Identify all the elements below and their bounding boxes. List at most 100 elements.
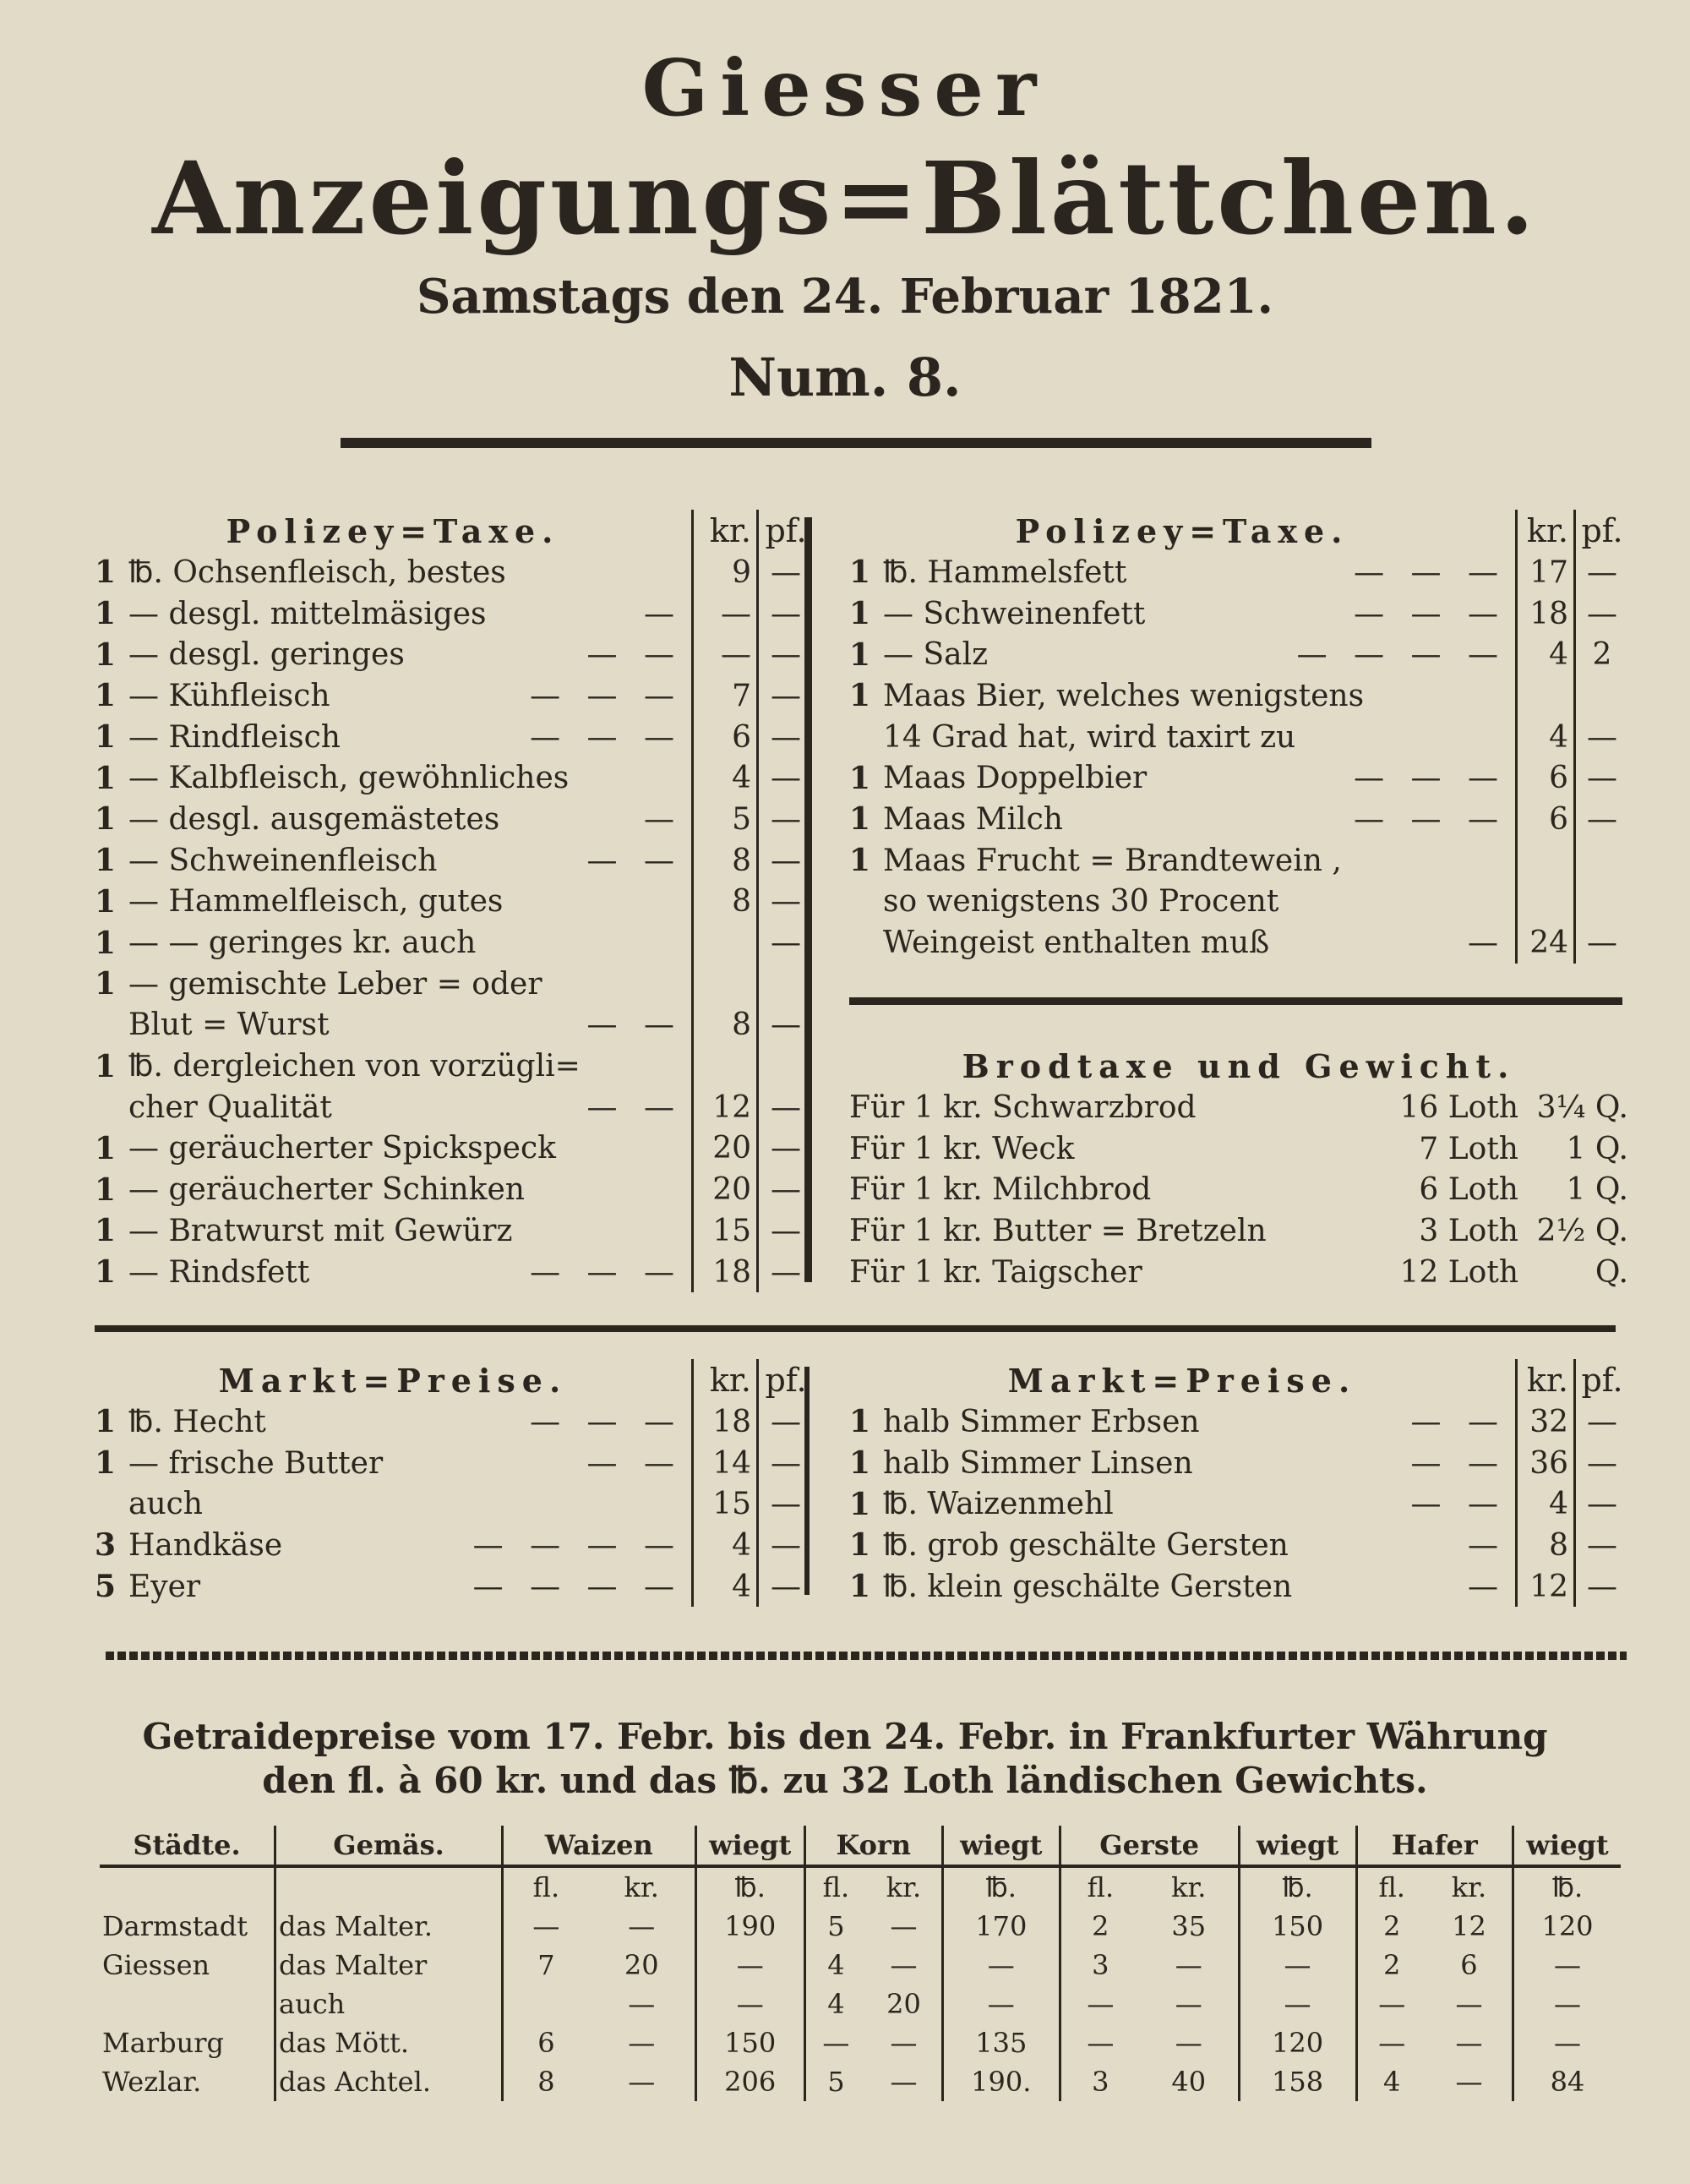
price-kr [1515, 839, 1576, 882]
quantity: 1 [95, 636, 117, 673]
price-kr: 12 [691, 1086, 759, 1128]
filler-dashes: — — — [530, 678, 683, 713]
column-header: Gemäs. [274, 1826, 503, 1868]
table-row: 1 — geräucherter Spickspeck 20 — [95, 1127, 813, 1170]
price-pf: — [771, 1007, 801, 1043]
filler-dashes: — — — [1354, 554, 1507, 590]
bread-weight: 6 Loth [1419, 1172, 1518, 1208]
price-cell: 150 [1237, 1907, 1357, 1946]
item-name: ℔. klein geschälte Gersten [883, 1569, 1293, 1604]
price-pf: — [771, 761, 801, 796]
item-name: ℔. Hammelsfett [883, 554, 1127, 590]
price-kr: 4 [1515, 1483, 1576, 1526]
filler-dashes: — [1468, 1569, 1507, 1604]
city-cell: Marburg [102, 2027, 225, 2059]
section-title: Polizey=Taxe. [1015, 511, 1349, 550]
price-cell: — [628, 1910, 656, 1942]
filler-dashes: — — — — [472, 1527, 683, 1563]
quantity: 1 [849, 1527, 871, 1564]
price-kr: 6 [691, 716, 759, 758]
price-cell: — [803, 2023, 867, 2062]
table-row: Marburg das Mött. 6—150— —135— —120— — — [100, 2023, 1621, 2062]
column-divider [804, 517, 812, 1282]
quantity: 1 [849, 843, 871, 879]
quantity: 5 [95, 1569, 117, 1605]
price-cell: 4 [803, 1946, 867, 1985]
bread-item: Für 1 kr. Schwarzbrod [849, 1089, 1197, 1125]
price-cell: — [1355, 2023, 1426, 2062]
price-kr: 14 [691, 1442, 759, 1484]
table-row: Weingeist enthalten muß —24— [849, 922, 1628, 964]
quantity: 1 [95, 843, 117, 879]
table-header-row: Städte. Gemäs. Waizen wiegt Korn wiegt Gerste w… [100, 1826, 1621, 1868]
filler-dashes: — — [586, 1445, 683, 1481]
price-kr: 32 [1515, 1401, 1576, 1443]
item-name: Maas Milch [883, 801, 1063, 837]
item-name: ℔. Ochsenfleisch, bestes [128, 554, 506, 590]
price-pf: — [771, 843, 801, 878]
price-kr: 4 [1515, 634, 1576, 676]
quantity: 1 [95, 925, 117, 961]
section-title: Polizey=Taxe. [226, 511, 560, 550]
price-cell: — [1512, 2023, 1621, 2062]
price-kr: 17 [1515, 552, 1576, 593]
price-cell: 190. [940, 2062, 1060, 2101]
price-cell: 2 [1355, 1946, 1426, 1985]
filler-dashes: — — — [1354, 596, 1507, 631]
item-name: — Bratwurst mit Gewürz [128, 1213, 513, 1248]
price-cell: 84 [1512, 2062, 1621, 2101]
price-cell: 120 [1237, 2023, 1357, 2062]
item-name: — geräucherter Schinken [128, 1172, 525, 1208]
filler-dashes: — — — [1354, 801, 1507, 837]
item-name: — desgl. geringes [128, 637, 405, 673]
table-row: 1 — Rindsfett — — —18 — [95, 1251, 813, 1293]
price-cell: 2 [1355, 1907, 1426, 1946]
quantity: 1 [849, 636, 871, 673]
pf-header: pf. [1581, 1362, 1623, 1399]
price-pf: — [771, 1089, 801, 1125]
filler-dashes: — — — [1354, 761, 1507, 796]
price-cell: 7 [500, 1946, 589, 1985]
price-cell: 40 [1171, 2066, 1207, 2098]
table-row: 1 Maas Bier, welches wenigstens [849, 675, 1628, 717]
unit-header [100, 1866, 275, 1907]
quantity: 1 [849, 1404, 871, 1440]
unit-header [274, 1866, 503, 1907]
price-cell: 6 [1460, 1949, 1478, 1981]
polizey-taxe-left: Polizey=Taxe. kr. pf. 1 ℔. Ochsenfleisch, be… [95, 510, 813, 1293]
unit-header: fl. [803, 1866, 867, 1907]
unit-header: ℔. [1237, 1866, 1357, 1907]
city-cell [100, 1985, 275, 2023]
section-header: Polizey=Taxe. kr. pf. [95, 510, 813, 552]
table-row: 1 ℔. Waizenmehl — —4 — [849, 1483, 1628, 1526]
city-cell: Giessen [102, 1949, 210, 1981]
city-cell: Darmstadt [102, 1910, 248, 1942]
getraide-heading: Getraidepreise vom 17. Febr. bis den 24.… [142, 1716, 1548, 1757]
price-kr: 18 [691, 1251, 759, 1293]
quantity: 1 [95, 1048, 117, 1084]
table-row: 1 Maas Doppelbier — — —6 — [849, 757, 1628, 800]
price-cell: 20 [886, 1988, 921, 2020]
filler-dashes: — — — [530, 1254, 683, 1290]
unit-header: fl. [1058, 1866, 1140, 1907]
price-cell: — [694, 1985, 805, 2023]
table-row: 1 — Schweinenfleisch — —8 — [95, 839, 813, 882]
table-row: 5 Eyer — — — —4 — [95, 1565, 813, 1608]
price-pf: — [1587, 596, 1617, 631]
section-header: Markt=Preise. kr. pf. [849, 1359, 1628, 1401]
price-pf: — [771, 925, 801, 961]
table-row: Darmstadt das Malter. — —190 5—170 2 35 150 2 12 1… [100, 1907, 1621, 1946]
price-kr: 9 [691, 552, 759, 593]
item-name: — Schweinenfett [883, 596, 1146, 631]
price-kr: — [691, 592, 759, 635]
price-cell: — [628, 1988, 656, 2020]
bread-weight: 16 Loth [1399, 1089, 1518, 1125]
unit-header: kr. [1451, 1871, 1487, 1903]
filler-dashes: — — [586, 1007, 683, 1043]
price-pf: 2 [1592, 637, 1612, 673]
table-row: 1 — frische Butter — —14 — [95, 1442, 813, 1484]
section-header: Polizey=Taxe. kr. pf. [849, 510, 1628, 552]
filler-dashes: — — [1410, 1404, 1507, 1439]
quantity: 1 [95, 801, 117, 838]
quantity: 1 [95, 1213, 117, 1249]
